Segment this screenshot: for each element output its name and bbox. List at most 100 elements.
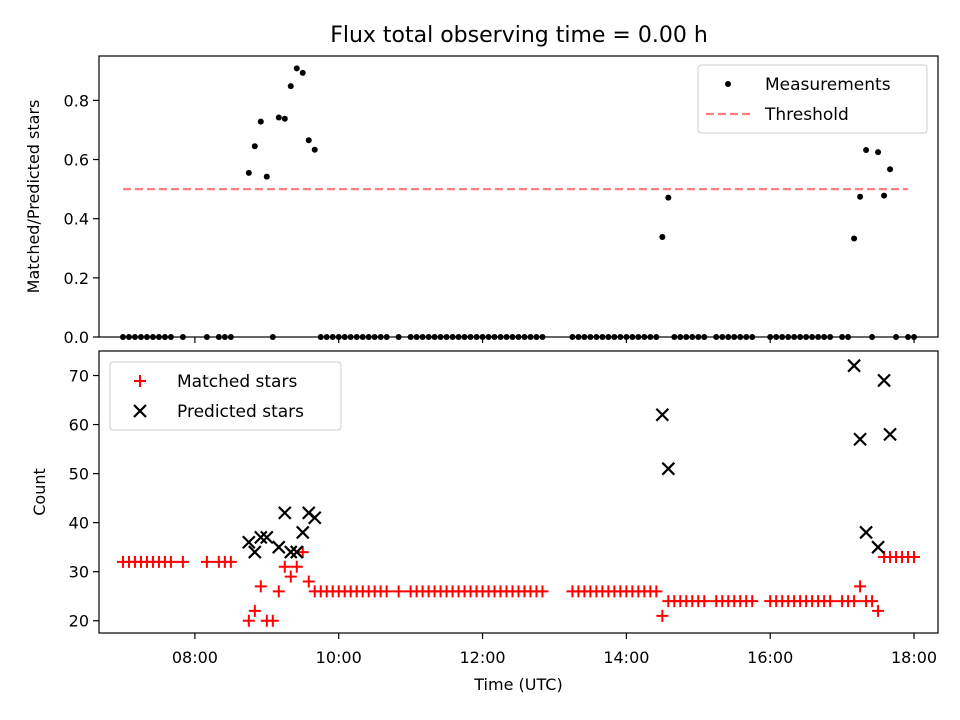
data-point <box>863 147 870 154</box>
data-point <box>302 575 315 588</box>
legend-box <box>109 361 342 431</box>
data-point <box>605 334 612 340</box>
data-point <box>650 585 663 598</box>
data-point <box>167 334 174 340</box>
data-point <box>773 334 780 340</box>
x-tick-label: 14:00 <box>603 648 649 667</box>
data-point <box>461 334 468 340</box>
data-point <box>617 334 624 340</box>
legend-label: Matched stars <box>177 372 297 392</box>
data-point <box>341 334 348 340</box>
data-point <box>242 535 256 550</box>
data-point <box>263 173 270 180</box>
data-point <box>689 334 696 340</box>
data-point <box>269 334 276 340</box>
data-point <box>260 530 274 545</box>
data-point <box>536 585 549 598</box>
data-point <box>266 614 279 627</box>
data-point <box>677 334 684 340</box>
y-tick-label: 0.0 <box>64 328 89 347</box>
data-point <box>245 169 252 176</box>
data-point <box>289 545 304 559</box>
panel-top: 0.0 0.2 0.4 0.6 0.8 Matched/Predicted stars Me… <box>24 55 939 347</box>
data-point <box>671 334 678 340</box>
data-point <box>908 550 921 563</box>
data-point <box>797 334 804 340</box>
data-point <box>695 334 702 340</box>
legend-label: Threshold <box>764 105 849 125</box>
data-point <box>821 334 828 340</box>
panel-bottom: 20 30 40 50 60 70 08:00 10:00 12:00 14:00 16:00 18:… <box>30 350 939 694</box>
series-predicted-stars <box>242 358 897 559</box>
data-point <box>203 334 210 340</box>
data-point <box>176 555 189 568</box>
data-point <box>539 334 546 340</box>
data-point <box>661 461 676 476</box>
data-point <box>290 560 303 573</box>
plot-frame <box>98 350 939 634</box>
data-point <box>275 114 282 121</box>
data-point <box>455 334 462 340</box>
data-point <box>119 334 126 340</box>
data-point <box>149 334 156 340</box>
data-point <box>283 545 298 559</box>
data-point <box>509 334 516 340</box>
data-point <box>425 334 432 340</box>
data-point <box>635 334 642 340</box>
data-point <box>467 334 474 340</box>
x-tick-label: 12:00 <box>459 648 505 667</box>
data-point <box>713 334 720 340</box>
data-point <box>257 118 264 125</box>
y-tick-label: 0.4 <box>64 210 89 229</box>
data-point <box>737 334 744 340</box>
data-point <box>847 358 861 373</box>
data-point <box>383 334 390 340</box>
data-point <box>299 69 306 76</box>
x-axis-label: Time (UTC) <box>473 675 562 694</box>
data-point <box>284 570 297 583</box>
data-point <box>623 334 630 340</box>
data-point <box>251 143 258 150</box>
y-tick-label: 60 <box>69 416 89 435</box>
y-tick-label: 0.6 <box>64 151 89 170</box>
y-tick-label: 30 <box>69 563 89 582</box>
data-point <box>881 192 888 199</box>
data-point <box>527 334 534 340</box>
data-point <box>905 334 912 340</box>
legend-label: Measurements <box>765 75 891 95</box>
data-point <box>857 193 864 200</box>
data-point <box>581 334 588 340</box>
data-point <box>665 194 672 201</box>
data-point <box>353 334 360 340</box>
data-point <box>437 334 444 340</box>
data-point <box>569 334 576 340</box>
legend-swatch <box>133 404 147 418</box>
data-point <box>307 510 322 525</box>
data-point <box>365 334 372 340</box>
data-point <box>329 334 336 340</box>
data-point <box>305 137 312 144</box>
data-point <box>413 334 420 340</box>
data-point <box>887 166 894 173</box>
data-point <box>179 334 186 340</box>
data-point <box>155 334 162 340</box>
data-point <box>656 609 669 622</box>
data-point <box>272 585 285 598</box>
data-point <box>293 65 300 72</box>
y-tick-label: 0.2 <box>64 269 89 288</box>
data-point <box>866 595 879 608</box>
data-point <box>143 334 150 340</box>
data-point <box>371 334 378 340</box>
data-point <box>893 334 900 340</box>
data-point <box>872 604 885 617</box>
data-point <box>779 334 786 340</box>
data-point <box>479 334 486 340</box>
data-point <box>653 334 660 340</box>
data-point <box>749 334 756 340</box>
data-point <box>317 334 324 340</box>
data-point <box>839 334 846 340</box>
y-axis-label: Count <box>30 468 49 516</box>
data-point <box>725 334 732 340</box>
data-point <box>911 334 918 340</box>
data-point <box>785 334 792 340</box>
